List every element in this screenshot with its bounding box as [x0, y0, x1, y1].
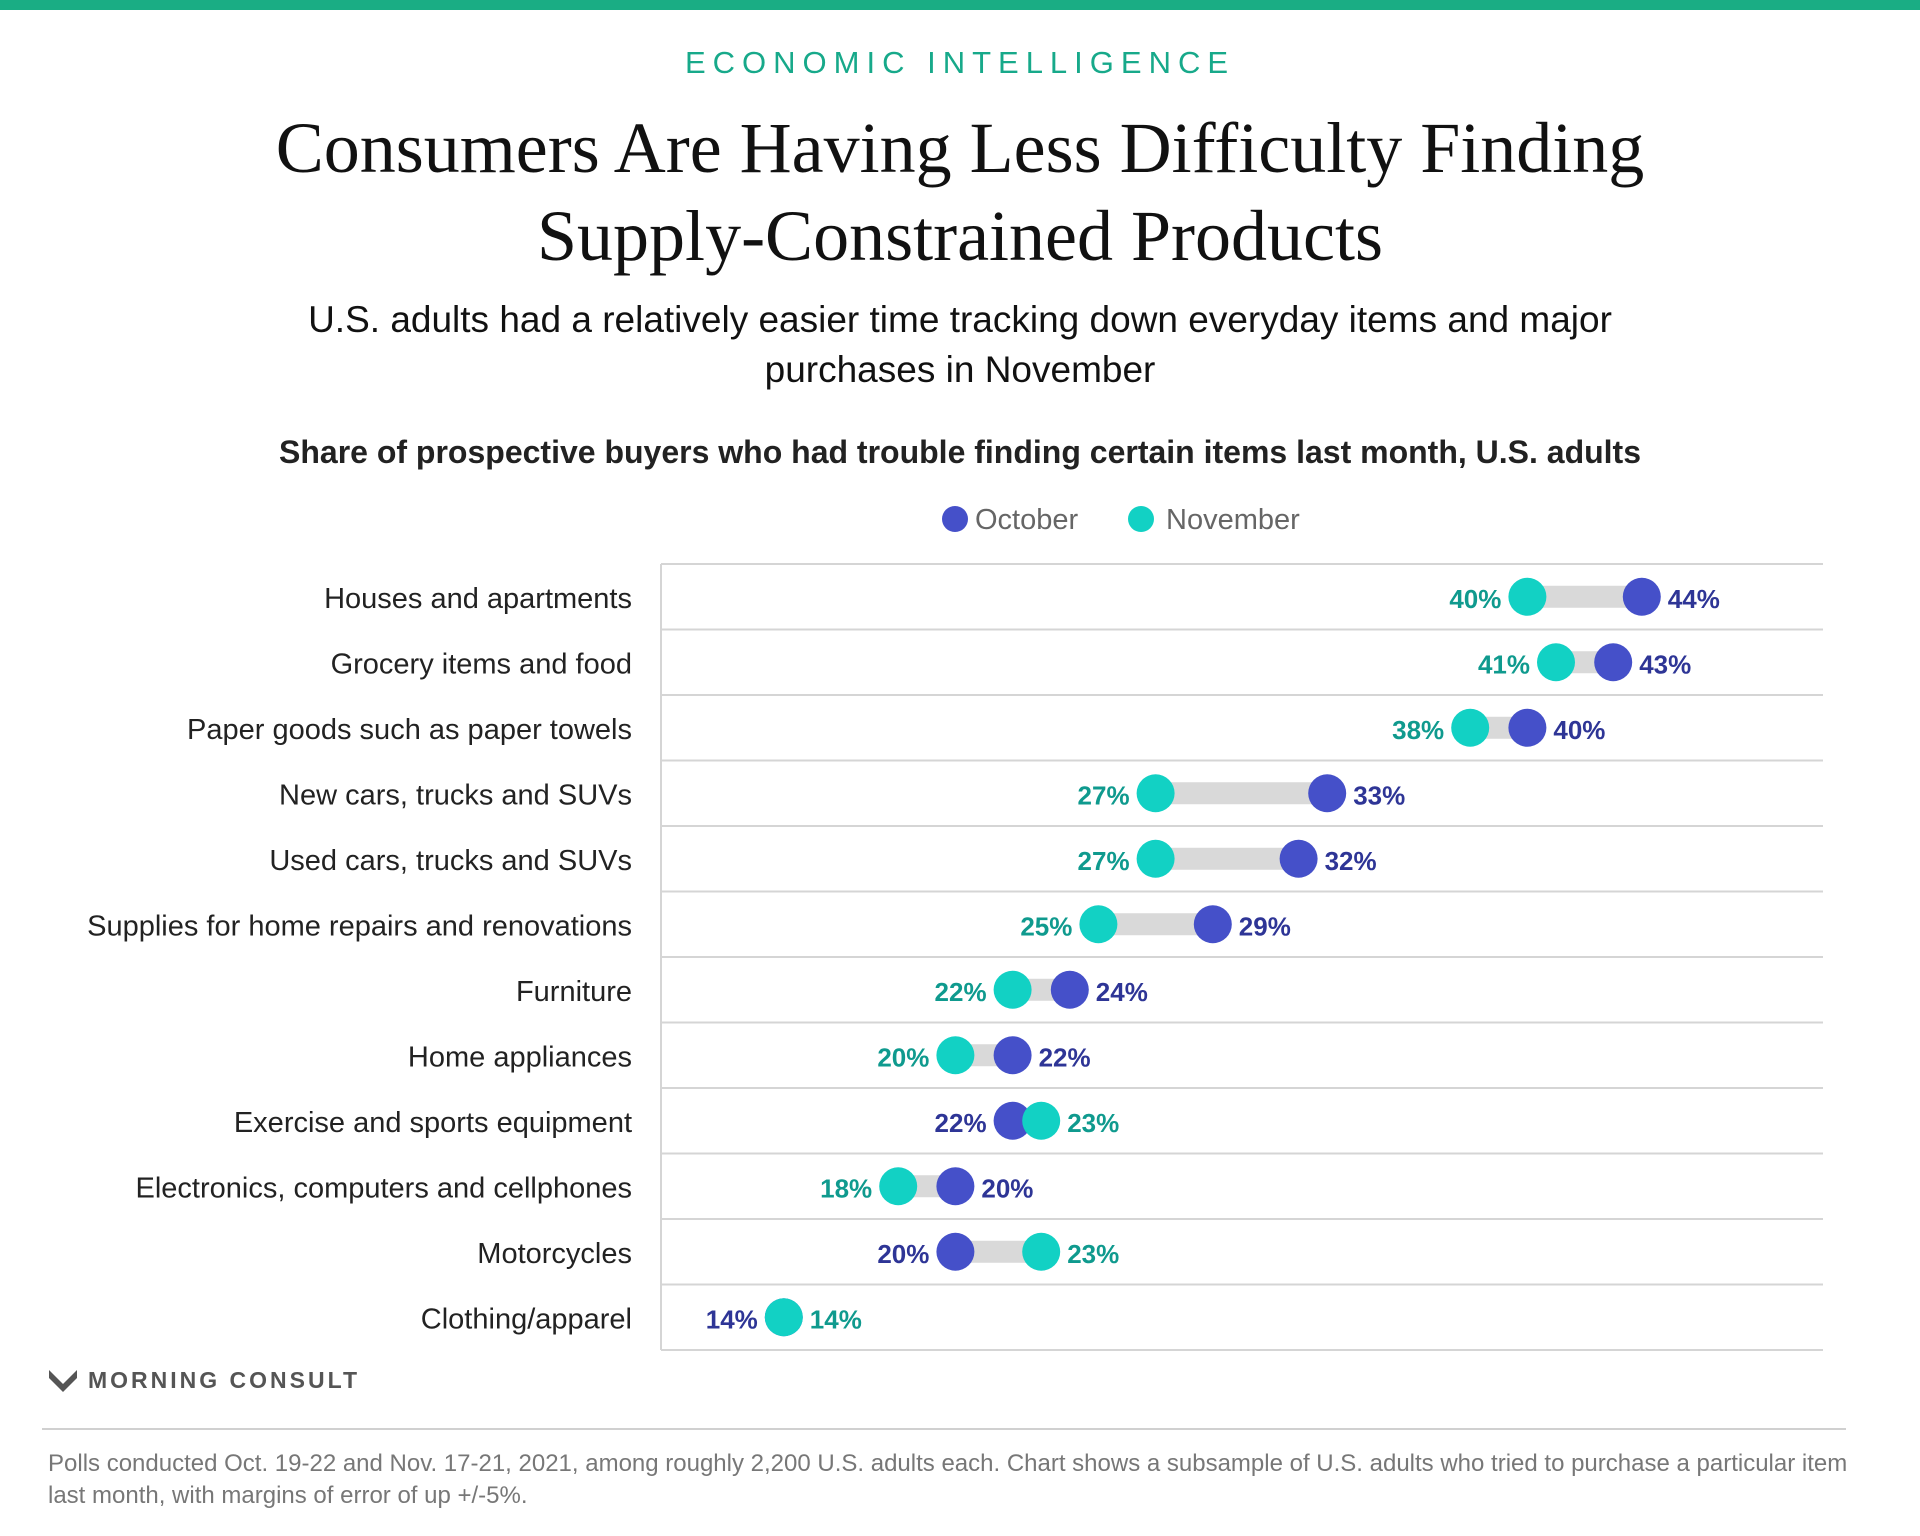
category-label: Grocery items and food	[331, 648, 632, 680]
category-label: Home appliances	[408, 1041, 632, 1073]
brand: MORNING CONSULT	[48, 1367, 360, 1394]
october-value-label: 40%	[1553, 715, 1605, 745]
november-point	[879, 1167, 918, 1206]
chart-headline: Consumers Are Having Less Difficulty Fin…	[275, 108, 1645, 276]
row-grocery-items-and-food: Grocery items and food 43% 41%	[331, 643, 1691, 682]
category-label: Motorcycles	[477, 1238, 632, 1270]
category-label: Used cars, trucks and SUVs	[269, 845, 632, 877]
october-point	[1508, 708, 1547, 747]
row-electronics-computers-and-cellphones: Electronics, computers and cellphones 20%…	[136, 1167, 1033, 1206]
section-kicker: ECONOMIC INTELLIGENCE	[684, 45, 1236, 80]
october-point	[936, 1167, 975, 1206]
october-point	[936, 1232, 975, 1271]
category-label: Electronics, computers and cellphones	[136, 1172, 632, 1204]
november-value-label: 41%	[1478, 649, 1530, 679]
row-motorcycles: Motorcycles 20% 23%	[477, 1232, 1119, 1271]
october-value-label: 24%	[1096, 977, 1148, 1007]
november-point	[1508, 577, 1547, 616]
dumbbell-chart: October November Houses and apartments 44%…	[87, 504, 1823, 1351]
legend-label-october: October	[975, 504, 1078, 536]
legend-swatch-november	[1128, 506, 1154, 532]
october-point	[993, 1101, 1032, 1140]
november-value-label: 25%	[1020, 911, 1072, 941]
row-paper-goods-such-as-paper-towels: Paper goods such as paper towels 40% 38%	[187, 708, 1605, 747]
october-point	[1594, 643, 1633, 682]
october-value-label: 44%	[1668, 584, 1720, 614]
november-point	[993, 970, 1032, 1009]
category-label: Exercise and sports equipment	[234, 1107, 632, 1139]
november-point	[764, 1298, 803, 1337]
october-value-label: 14%	[706, 1304, 758, 1334]
category-label: Furniture	[516, 976, 632, 1008]
october-value-label: 22%	[1039, 1042, 1091, 1072]
november-point	[1136, 839, 1175, 878]
row-used-cars-trucks-and-suvs: Used cars, trucks and SUVs 32% 27%	[269, 839, 1377, 878]
category-label: Supplies for home repairs and renovation…	[87, 910, 632, 942]
november-value-label: 18%	[820, 1173, 872, 1203]
morning-consult-logo-icon	[49, 1369, 77, 1392]
october-point	[1279, 839, 1318, 878]
november-value-label: 27%	[1078, 846, 1130, 876]
row-new-cars-trucks-and-suvs: New cars, trucks and SUVs 33% 27%	[279, 774, 1405, 813]
plot-area: Houses and apartments 44% 40% Grocery items…	[87, 563, 1823, 1351]
category-label: Houses and apartments	[324, 583, 632, 615]
row-clothing-apparel: Clothing/apparel 14% 14%	[421, 1298, 862, 1337]
november-point	[1079, 905, 1118, 944]
chart-title: Share of prospective buyers who had trou…	[279, 434, 1641, 470]
november-point	[936, 1036, 975, 1075]
chart-subtitle: U.S. adults had a relatively easier time…	[308, 299, 1612, 390]
november-point	[1136, 774, 1175, 813]
october-value-label: 20%	[981, 1173, 1033, 1203]
november-point	[1451, 708, 1490, 747]
row-supplies-for-home-repairs-and-renovations: Supplies for home repairs and renovation…	[87, 905, 1291, 944]
october-value-label: 29%	[1239, 911, 1291, 941]
november-value-label: 38%	[1392, 715, 1444, 745]
row-houses-and-apartments: Houses and apartments 44% 40%	[324, 577, 1720, 616]
november-point	[1022, 1232, 1061, 1271]
october-value-label: 20%	[877, 1239, 929, 1269]
november-value-label: 20%	[877, 1042, 929, 1072]
footer-divider	[42, 1428, 1846, 1430]
october-point	[1308, 774, 1347, 813]
methodology-note: Polls conducted Oct. 19-22 and Nov. 17-2…	[48, 1450, 1848, 1509]
october-value-label: 32%	[1325, 846, 1377, 876]
november-value-label: 22%	[935, 977, 987, 1007]
legend-label-november: November	[1166, 504, 1300, 536]
october-point	[1622, 577, 1661, 616]
november-point	[1022, 1101, 1061, 1140]
category-label: Paper goods such as paper towels	[187, 714, 632, 746]
november-value-label: 40%	[1449, 584, 1501, 614]
category-label: New cars, trucks and SUVs	[279, 779, 632, 811]
row-home-appliances: Home appliances 22% 20%	[408, 1036, 1091, 1075]
october-point	[1193, 905, 1232, 944]
november-value-label: 23%	[1067, 1239, 1119, 1269]
legend-item-november: November	[1128, 504, 1300, 536]
legend-item-october: October	[942, 504, 1078, 536]
october-point	[993, 1036, 1032, 1075]
november-point	[1537, 643, 1575, 682]
top-accent-bar	[0, 0, 1920, 10]
october-value-label: 43%	[1639, 649, 1691, 679]
november-value-label: 14%	[810, 1304, 862, 1334]
legend-swatch-october	[942, 506, 968, 532]
row-exercise-and-sports-equipment: Exercise and sports equipment 22% 23%	[234, 1101, 1119, 1140]
october-value-label: 22%	[935, 1108, 987, 1138]
row-furniture: Furniture 24% 22%	[516, 970, 1148, 1009]
october-point	[1050, 970, 1089, 1009]
october-value-label: 33%	[1353, 780, 1405, 810]
november-value-label: 23%	[1067, 1108, 1119, 1138]
category-label: Clothing/apparel	[421, 1303, 632, 1335]
november-value-label: 27%	[1078, 780, 1130, 810]
legend: October November	[942, 504, 1300, 536]
brand-name: MORNING CONSULT	[88, 1367, 361, 1393]
